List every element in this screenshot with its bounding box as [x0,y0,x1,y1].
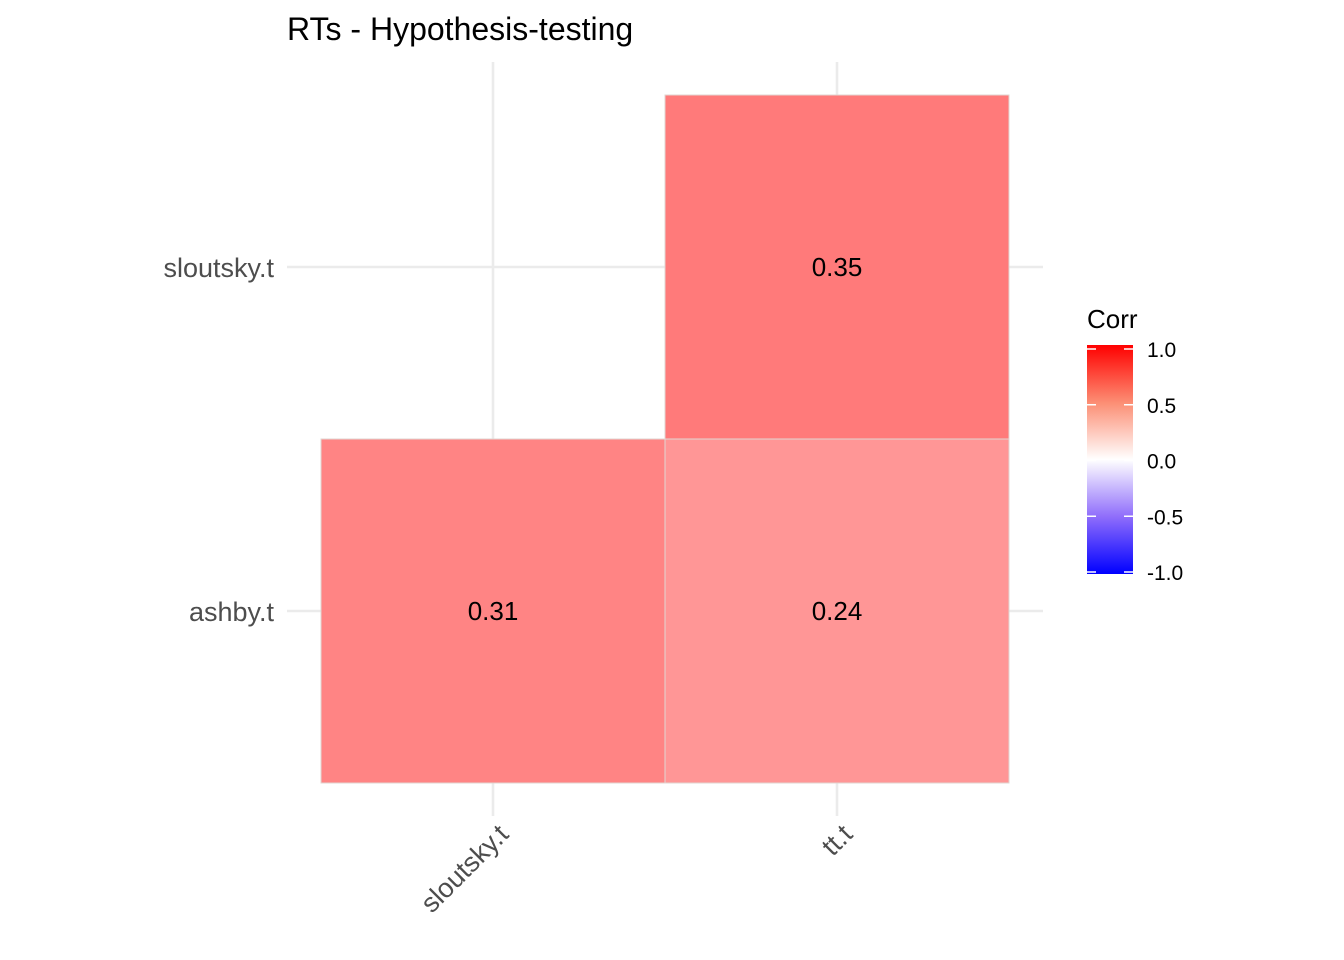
cell-labels: 0.31 0.24 0.35 [468,252,863,626]
legend-title: Corr [1087,304,1138,334]
legend-tick-label: 1.0 [1147,339,1176,362]
heatmap-cells [320,94,1010,784]
legend-tick-label: 0.5 [1147,395,1176,418]
legend-tick-label: 0.0 [1147,451,1176,474]
heatmap-cell [664,438,1010,784]
heatmap-cell [664,94,1010,440]
x-tick-label: tt.t [816,819,859,862]
x-tick-label: sloutsky.t [415,819,515,919]
legend: Corr 1.0 0.5 0.0 -0.5 -1.0 [1087,304,1183,585]
y-axis-ticks: ashby.t sloutsky.t [163,253,275,627]
legend-colorbar [1087,345,1133,574]
chart-title: RTs - Hypothesis-testing [287,11,633,47]
y-tick-label: ashby.t [189,597,275,627]
cell-value-label: 0.24 [812,596,863,626]
heatmap-cell [320,438,666,784]
y-tick-label: sloutsky.t [163,253,274,283]
cell-value-label: 0.31 [468,596,519,626]
x-axis-ticks: sloutsky.t tt.t [415,819,859,919]
legend-tick-label: -0.5 [1147,506,1183,529]
cell-value-label: 0.35 [812,252,863,282]
legend-tick-label: -1.0 [1147,562,1183,585]
